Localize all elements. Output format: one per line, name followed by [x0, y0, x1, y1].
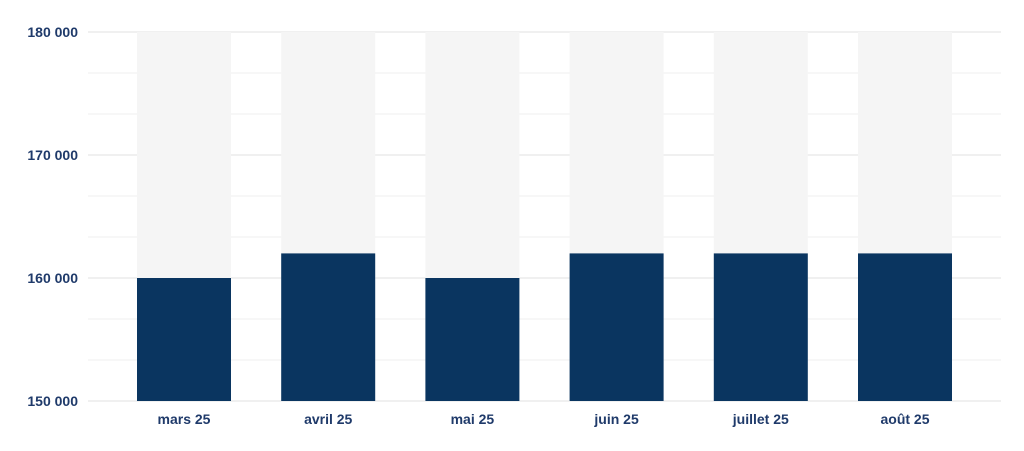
bar-backgrounds	[137, 32, 952, 401]
y-tick-label: 150 000	[27, 393, 78, 409]
y-tick-label: 180 000	[27, 24, 78, 40]
x-tick-label: mai 25	[451, 411, 495, 427]
x-tick-label: août 25	[880, 411, 929, 427]
bars	[137, 253, 952, 401]
gridlines	[88, 31, 1001, 402]
y-tick-label: 170 000	[27, 147, 78, 163]
x-tick-label: juin 25	[593, 411, 639, 427]
bar	[713, 253, 808, 401]
bar	[425, 278, 520, 401]
x-tick-label: mars 25	[158, 411, 211, 427]
y-axis: 150 000 160 000 170 000 180 000	[27, 24, 78, 409]
bar	[858, 253, 952, 401]
bar	[569, 253, 664, 401]
x-axis: mars 25 avril 25 mai 25 juin 25 juillet 25 ao…	[158, 411, 930, 427]
bar	[137, 278, 231, 401]
y-tick-label: 160 000	[27, 270, 78, 286]
x-tick-label: avril 25	[304, 411, 352, 427]
bar	[281, 253, 376, 401]
x-tick-label: juillet 25	[732, 411, 789, 427]
